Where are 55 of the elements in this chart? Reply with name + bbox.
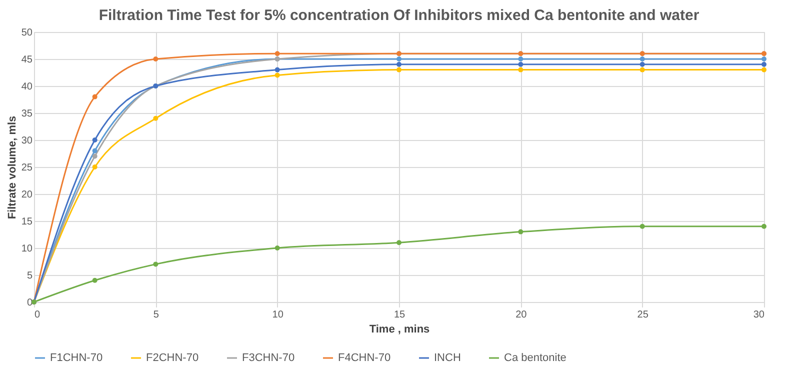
y-tick-label: 15 (21, 216, 33, 228)
point (274, 246, 280, 250)
legend-label: F2CHN-70 (146, 352, 199, 364)
y-tick-label: 5 (26, 270, 33, 282)
legend-label: Ca bentonite (504, 352, 566, 364)
x-tick-label: 15 (394, 310, 406, 320)
y-tick-label: 25 (21, 162, 33, 174)
point (396, 62, 402, 67)
point (396, 56, 402, 62)
legend-label: F3CHN-70 (242, 352, 295, 364)
point (274, 67, 280, 72)
y-tick-label: 30 (21, 136, 33, 146)
point (640, 62, 645, 67)
point (92, 148, 98, 154)
y-tick-label: 50 (21, 28, 33, 38)
y-tick-label: 40 (21, 82, 33, 92)
point (92, 278, 98, 283)
legend-label: INCH (434, 352, 461, 364)
point (762, 224, 766, 229)
x-axis-title: Time , mins (369, 324, 430, 336)
x-tick-label: 20 (516, 310, 528, 320)
y-axis-title: Filtrate volume, mls (6, 116, 18, 220)
x-tick-label: 25 (637, 310, 649, 320)
x-tick-label: 0 (34, 310, 40, 320)
point (274, 72, 280, 78)
point (518, 56, 524, 62)
point (92, 94, 98, 100)
point (518, 67, 524, 72)
point (762, 67, 766, 72)
legend-label: F1CHN-70 (50, 352, 103, 364)
x-tick-label: 30 (753, 310, 765, 320)
y-tick-label: 35 (21, 108, 33, 120)
chart-title: Filtration Time Test for 5% concentration Of Inhibitors mixed Ca bentonite and water (98, 7, 700, 24)
point (762, 62, 766, 67)
point (153, 262, 158, 267)
y-tick-label: 45 (21, 54, 33, 66)
y-tick-label: 10 (21, 244, 33, 254)
point (396, 67, 402, 72)
point (518, 229, 524, 234)
point (92, 154, 98, 159)
point (762, 56, 766, 62)
point (518, 62, 524, 67)
point (153, 116, 158, 121)
point (92, 138, 98, 142)
x-tick-label: 5 (153, 310, 160, 320)
point (640, 67, 645, 72)
legend-label: F4CHN-70 (338, 352, 391, 364)
x-tick-label: 10 (272, 310, 284, 320)
y-tick-label: 20 (21, 190, 33, 200)
point (640, 56, 645, 62)
point (153, 56, 158, 62)
point (640, 224, 645, 229)
point (274, 51, 280, 56)
point (396, 240, 402, 246)
point (92, 164, 98, 170)
